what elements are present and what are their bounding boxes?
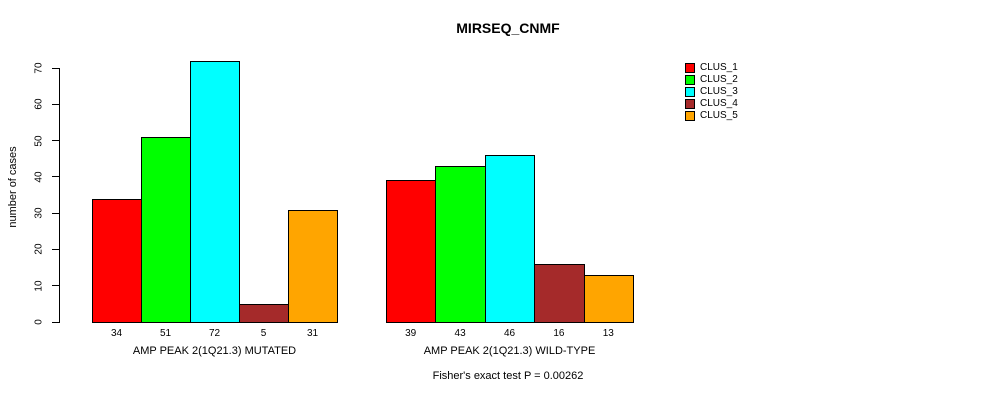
bar-clus-1-group2 (386, 180, 437, 323)
bar-clus-4-group1 (239, 303, 289, 323)
bar-clus-3-group1 (190, 60, 240, 323)
y-tick-mark (52, 285, 59, 287)
y-tick-label: 40 (33, 171, 45, 183)
bar-value-label: 5 (260, 328, 267, 339)
y-axis-label: number of cases (7, 146, 19, 228)
bar-clus-4-group2 (534, 263, 585, 323)
bar-value-label: 72 (208, 328, 221, 339)
legend-swatch-icon (685, 63, 695, 73)
y-tick-label: 0 (33, 319, 45, 325)
legend: CLUS_1 CLUS_2 CLUS_3 CLUS_4 CLUS_5 (685, 62, 738, 122)
bar-clus-5-group1 (288, 209, 338, 323)
legend-swatch-icon (685, 87, 695, 97)
y-tick-mark (52, 248, 59, 250)
y-tick-label: 10 (33, 280, 45, 292)
bar-value-label: 43 (454, 328, 466, 339)
legend-row-clus-2: CLUS_2 (685, 74, 738, 86)
legend-label: CLUS_2 (700, 74, 738, 85)
y-tick-label: 60 (33, 98, 45, 110)
legend-label: CLUS_1 (700, 62, 738, 73)
bar-clus-2-group2 (435, 165, 486, 323)
y-tick-mark (52, 67, 59, 69)
footer-note: Fisher's exact test P = 0.00262 (432, 370, 584, 382)
bar-value-label: 34 (110, 328, 123, 339)
bar-value-label: 31 (306, 328, 319, 339)
legend-swatch-icon (685, 75, 695, 85)
legend-label: CLUS_4 (700, 98, 738, 109)
y-tick-label: 20 (33, 243, 45, 255)
y-tick-mark (52, 321, 59, 323)
y-axis-line (59, 68, 60, 323)
bar-clus-2-group1 (141, 136, 191, 323)
chart-title: MIRSEQ_CNMF (456, 20, 560, 36)
y-tick-label: 70 (33, 62, 45, 74)
group-label-1: AMP PEAK 2(1Q21.3) MUTATED (132, 345, 297, 357)
legend-swatch-icon (685, 99, 695, 109)
group-label-2: AMP PEAK 2(1Q21.3) WILD-TYPE (423, 345, 596, 357)
bar-value-label: 39 (405, 328, 417, 339)
bar-clus-3-group2 (484, 155, 536, 323)
y-tick-mark (52, 103, 59, 105)
bar-value-label: 13 (602, 328, 614, 339)
y-tick-label: 50 (33, 135, 45, 147)
legend-label: CLUS_5 (700, 110, 738, 121)
y-tick-label: 30 (33, 207, 45, 219)
legend-row-clus-4: CLUS_4 (685, 98, 738, 110)
legend-row-clus-3: CLUS_3 (685, 86, 738, 98)
legend-row-clus-1: CLUS_1 (685, 62, 738, 74)
y-tick-mark (52, 176, 59, 178)
legend-row-clus-5: CLUS_5 (685, 110, 738, 122)
bar-value-label: 16 (553, 328, 565, 339)
legend-swatch-icon (685, 111, 695, 121)
legend-label: CLUS_3 (700, 86, 738, 97)
bar-value-label: 46 (503, 328, 516, 339)
bar-value-label: 51 (159, 328, 172, 339)
bar-clus-5-group2 (583, 274, 634, 323)
y-tick-mark (52, 140, 59, 142)
y-tick-mark (52, 212, 59, 214)
bar-clus-1-group1 (92, 198, 142, 323)
